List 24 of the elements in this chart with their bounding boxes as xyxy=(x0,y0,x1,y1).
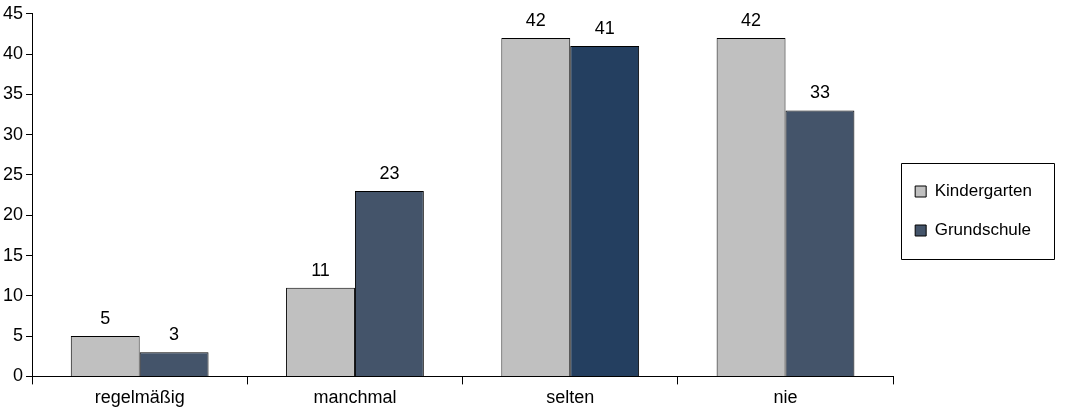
y-tick-label: 40 xyxy=(2,43,24,64)
data-label: 33 xyxy=(809,82,830,103)
x-tick-label: regelmäßig xyxy=(94,387,185,408)
y-tick-label: 30 xyxy=(2,123,24,144)
x-tick-label: nie xyxy=(773,387,798,408)
legend-label: Grundschule xyxy=(934,220,1032,240)
y-tick-label: 20 xyxy=(2,204,24,225)
data-label: 5 xyxy=(100,308,111,329)
data-label: 23 xyxy=(379,163,400,184)
data-label: 11 xyxy=(311,259,330,280)
y-tick-label: 25 xyxy=(2,163,24,184)
y-tick-label: 5 xyxy=(13,325,24,346)
legend-label: Kindergarten xyxy=(934,181,1032,201)
data-label: 41 xyxy=(594,18,615,38)
y-tick-label: 0 xyxy=(13,365,24,386)
x-tick-label: manchmal xyxy=(313,387,397,408)
data-label: 3 xyxy=(169,324,180,345)
y-tick-label: 10 xyxy=(2,284,24,305)
x-tick-label: selten xyxy=(546,387,595,408)
y-tick-label: 35 xyxy=(2,83,24,104)
data-label: 42 xyxy=(741,9,762,30)
data-label: 42 xyxy=(525,9,546,30)
y-tick-label: 45 xyxy=(2,2,24,23)
y-tick-label: 15 xyxy=(2,244,24,265)
